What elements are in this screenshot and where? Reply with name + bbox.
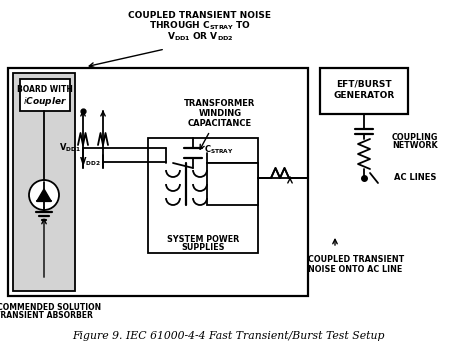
Text: V$_{\mathregular{DD1}}$ OR V$_{\mathregular{DD2}}$: V$_{\mathregular{DD1}}$ OR V$_{\mathregu… bbox=[167, 31, 233, 43]
Text: TRANSFORMER: TRANSFORMER bbox=[184, 98, 255, 107]
Text: EFT/BURST: EFT/BURST bbox=[335, 79, 391, 88]
Text: GENERATOR: GENERATOR bbox=[333, 92, 394, 100]
Text: WINDING: WINDING bbox=[198, 108, 241, 118]
Text: SUPPLIES: SUPPLIES bbox=[181, 244, 224, 252]
Text: RECOMMENDED SOLUTION: RECOMMENDED SOLUTION bbox=[0, 302, 101, 312]
Text: NOISE ONTO AC LINE: NOISE ONTO AC LINE bbox=[307, 265, 401, 273]
Text: V$_{\mathregular{DD2}}$: V$_{\mathregular{DD2}}$ bbox=[79, 156, 101, 168]
Text: SYSTEM POWER: SYSTEM POWER bbox=[167, 235, 238, 244]
Bar bbox=[207, 163, 258, 205]
Text: $i$Coupler: $i$Coupler bbox=[23, 95, 67, 107]
Text: COUPLED TRANSIENT: COUPLED TRANSIENT bbox=[307, 256, 404, 265]
Text: COUPLED TRANSIENT NOISE: COUPLED TRANSIENT NOISE bbox=[128, 11, 271, 20]
Text: NETWORK: NETWORK bbox=[391, 141, 437, 151]
Bar bbox=[8, 68, 307, 296]
Bar bbox=[20, 79, 70, 111]
Text: Figure 9. IEC 61000-4-4 Fast Transient/Burst Test Setup: Figure 9. IEC 61000-4-4 Fast Transient/B… bbox=[71, 331, 384, 341]
Text: TRANSIENT ABSORBER: TRANSIENT ABSORBER bbox=[0, 312, 93, 321]
Text: CAPACITANCE: CAPACITANCE bbox=[187, 118, 252, 128]
Text: BOARD WITH: BOARD WITH bbox=[17, 86, 73, 95]
Text: THROUGH C$_{\mathregular{STRAY}}$ TO: THROUGH C$_{\mathregular{STRAY}}$ TO bbox=[149, 20, 251, 32]
Bar bbox=[13, 73, 75, 291]
Text: COUPLING: COUPLING bbox=[391, 132, 437, 141]
Text: V$_{\mathregular{DD1}}$: V$_{\mathregular{DD1}}$ bbox=[59, 142, 81, 154]
Bar bbox=[148, 138, 258, 253]
Text: C$_{\mathregular{STRAY}}$: C$_{\mathregular{STRAY}}$ bbox=[203, 144, 233, 156]
Bar bbox=[319, 68, 407, 114]
Text: AC LINES: AC LINES bbox=[393, 173, 435, 183]
Circle shape bbox=[29, 180, 59, 210]
Polygon shape bbox=[37, 189, 51, 201]
